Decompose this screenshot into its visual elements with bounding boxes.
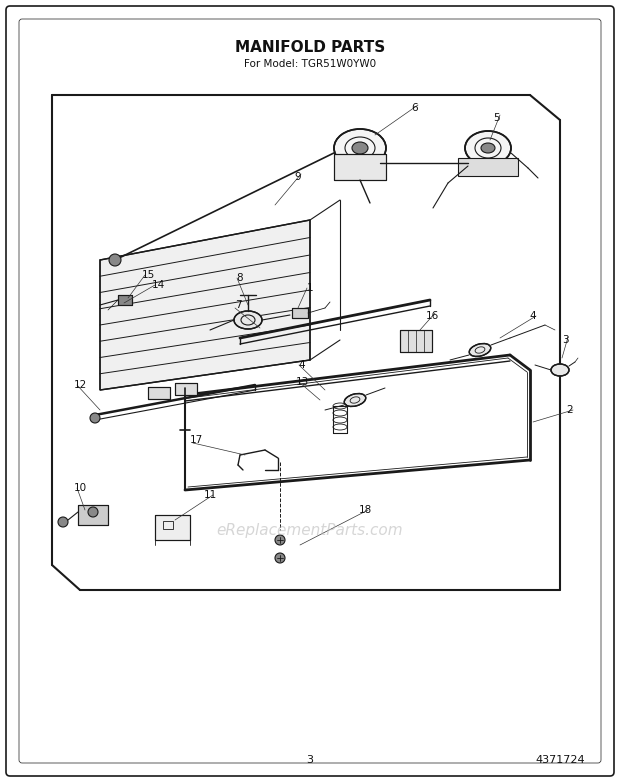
Bar	[118, 295, 132, 305]
Text: 3: 3	[562, 335, 569, 345]
Circle shape	[88, 507, 98, 517]
Bar	[78, 505, 108, 525]
Ellipse shape	[344, 393, 366, 407]
Text: MANIFOLD PARTS: MANIFOLD PARTS	[235, 41, 385, 56]
Bar	[118, 295, 132, 305]
Text: 12: 12	[73, 380, 87, 390]
Text: eReplacementParts.com: eReplacementParts.com	[216, 522, 404, 537]
Text: 4371724: 4371724	[535, 755, 585, 765]
Ellipse shape	[352, 142, 368, 154]
Polygon shape	[100, 220, 310, 390]
Bar	[400, 330, 432, 352]
Bar	[400, 330, 432, 352]
Text: 2: 2	[567, 405, 574, 415]
Text: 7: 7	[235, 300, 241, 310]
Bar	[175, 383, 197, 395]
Ellipse shape	[551, 364, 569, 376]
Circle shape	[109, 254, 121, 266]
Polygon shape	[458, 158, 518, 176]
Ellipse shape	[469, 343, 491, 357]
Ellipse shape	[465, 131, 511, 165]
Text: 1: 1	[307, 283, 313, 293]
Circle shape	[58, 517, 68, 527]
Text: 13: 13	[295, 377, 309, 387]
Circle shape	[90, 413, 100, 423]
Bar	[292, 308, 308, 318]
Bar	[155, 515, 190, 540]
Text: 16: 16	[425, 311, 438, 321]
Text: 17: 17	[189, 435, 203, 445]
Text: 4: 4	[529, 311, 536, 321]
Text: 10: 10	[73, 483, 87, 493]
Text: 9: 9	[294, 172, 301, 182]
Text: 8: 8	[237, 273, 243, 283]
Text: For Model: TGR51W0YW0: For Model: TGR51W0YW0	[244, 59, 376, 69]
Text: 18: 18	[358, 505, 371, 515]
Bar	[292, 308, 308, 318]
Circle shape	[275, 553, 285, 563]
Bar	[148, 387, 170, 399]
Text: 5: 5	[494, 113, 500, 123]
Text: 15: 15	[141, 270, 154, 280]
Ellipse shape	[334, 129, 386, 167]
Bar	[148, 387, 170, 399]
Bar	[155, 515, 190, 540]
Ellipse shape	[234, 311, 262, 329]
Text: 14: 14	[151, 280, 165, 290]
Circle shape	[275, 535, 285, 545]
Text: 4: 4	[299, 360, 305, 370]
Ellipse shape	[481, 143, 495, 153]
Bar	[175, 383, 197, 395]
Text: 11: 11	[203, 490, 216, 500]
Bar	[78, 505, 108, 525]
Text: 3: 3	[306, 755, 314, 765]
Text: 6: 6	[412, 103, 418, 113]
Bar	[163, 521, 173, 529]
Polygon shape	[334, 154, 386, 180]
